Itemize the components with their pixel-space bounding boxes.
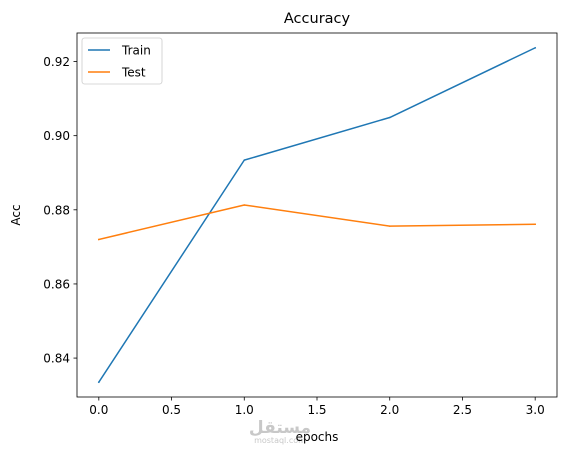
x-axis: 0.0 0.5 1.0 1.5 2.0 2.5 3.0 [89, 397, 545, 417]
y-tick-label: 0.84 [43, 352, 70, 366]
data-point-test [534, 223, 536, 226]
series-line-test [97, 204, 536, 241]
x-axis-title: epochs [296, 430, 339, 444]
data-point-test [243, 204, 246, 206]
y-axis: 0.84 0.86 0.88 0.90 0.92 [43, 55, 77, 366]
legend-label-test: Test [121, 66, 146, 80]
watermark: مستقل mostaql.com [249, 418, 311, 445]
plot-area [97, 46, 537, 384]
series-line-train [97, 46, 537, 384]
data-point-train [243, 159, 246, 161]
x-tick-label: 2.0 [380, 403, 399, 417]
x-tick-label: 0.0 [89, 403, 108, 417]
y-tick-label: 0.90 [43, 129, 70, 143]
chart-title: Accuracy [284, 11, 351, 27]
x-tick-label: 2.5 [453, 403, 472, 417]
y-tick-label: 0.86 [43, 277, 70, 291]
watermark-arabic: مستقل [249, 418, 311, 438]
y-tick-label: 0.88 [43, 203, 70, 217]
x-tick-label: 1.5 [307, 403, 326, 417]
legend: Train Test [81, 37, 163, 85]
data-point-train [534, 47, 536, 49]
watermark-latin: mostaql.com [254, 436, 306, 445]
data-point-test [98, 238, 100, 241]
legend-label-train: Train [121, 44, 151, 58]
x-tick-label: 0.5 [162, 403, 181, 417]
y-tick-label: 0.92 [43, 55, 70, 69]
y-axis-title: Acc [9, 204, 23, 225]
data-point-train [388, 116, 391, 119]
data-point-train [98, 381, 100, 383]
data-point-test [388, 225, 391, 227]
x-tick-label: 1.0 [235, 403, 254, 417]
x-tick-label: 3.0 [526, 403, 545, 417]
